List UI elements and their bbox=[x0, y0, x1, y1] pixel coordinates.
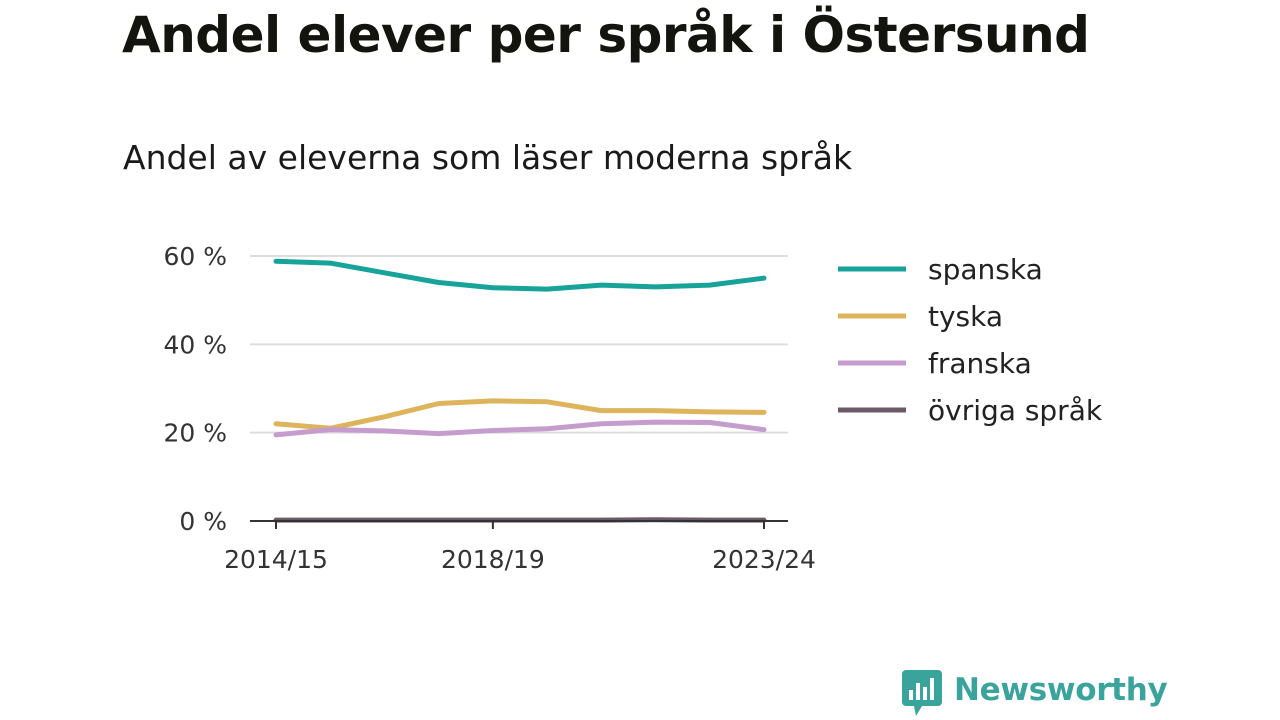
newsworthy-logo: Newsworthy bbox=[900, 668, 1168, 720]
x-tick-label: 2023/24 bbox=[712, 545, 816, 574]
y-tick-label: 40 % bbox=[163, 330, 227, 359]
series-line-franska bbox=[273, 419, 767, 438]
legend-label: övriga språk bbox=[928, 394, 1103, 427]
series-line-spanska bbox=[273, 258, 767, 292]
y-tick-label: 60 % bbox=[163, 242, 227, 271]
chart-subtitle: Andel av eleverna som läser moderna språ… bbox=[123, 138, 853, 177]
legend-label: franska bbox=[928, 347, 1032, 380]
y-tick-label: 0 % bbox=[179, 507, 227, 536]
chart-title: Andel elever per språk i Östersund bbox=[122, 6, 1090, 64]
y-tick-label: 20 % bbox=[163, 419, 227, 448]
x-tick-label: 2018/19 bbox=[441, 545, 545, 574]
newsworthy-logo-icon bbox=[902, 670, 942, 716]
legend-label: spanska bbox=[928, 253, 1043, 286]
legend-label: tyska bbox=[928, 300, 1003, 333]
series-line-tyska bbox=[273, 398, 767, 431]
x-tick-label: 2014/15 bbox=[224, 545, 328, 574]
newsworthy-logo-text: Newsworthy bbox=[954, 672, 1168, 708]
